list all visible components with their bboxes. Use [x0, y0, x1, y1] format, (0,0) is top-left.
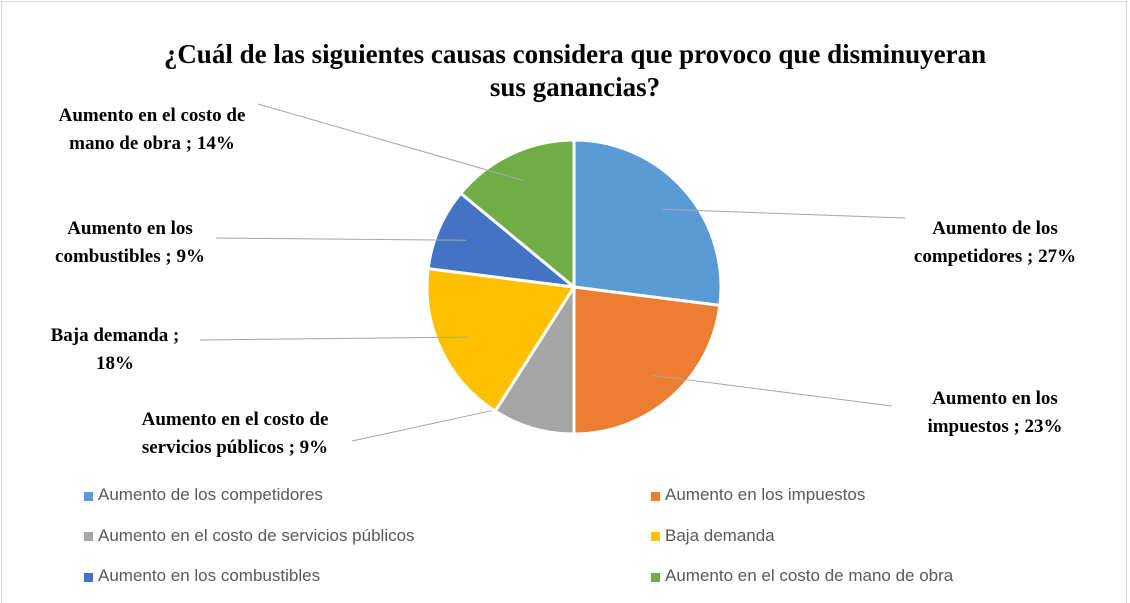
leader-line — [199, 336, 468, 341]
legend-swatch — [84, 532, 93, 541]
leader-line — [662, 208, 906, 219]
legend-swatch — [84, 491, 93, 501]
legend-label: Aumento en el costo de servicios público… — [98, 525, 415, 545]
pie-slice — [572, 138, 723, 308]
legend-label: Aumento en los combustibles — [98, 566, 321, 585]
legend-swatch — [651, 491, 660, 501]
data-label: Aumento en el costo de mano de obra ; 14… — [58, 105, 246, 154]
legend-label: Aumento en los impuestos — [665, 485, 866, 504]
leader-line — [651, 374, 893, 407]
pie-slice — [458, 138, 576, 291]
leader-line — [351, 399, 542, 442]
data-label: Aumento en los combustibles ; 9% — [55, 218, 205, 267]
data-label: Aumento en el costo de servicios público… — [141, 409, 329, 458]
legend-label: Aumento de los competidores — [98, 485, 323, 504]
pie-slice — [572, 285, 722, 436]
legend-label: Aumento en el costo de mano de obra — [665, 566, 954, 585]
data-label: Aumento en los impuestos ; 23% — [927, 388, 1063, 437]
chart-title: ¿Cuál de las siguientes causas considera… — [163, 39, 987, 102]
legend-swatch — [84, 572, 93, 582]
legend-swatch — [651, 572, 660, 582]
pie-slice — [426, 191, 579, 290]
leader-line — [257, 103, 525, 182]
legend-swatch — [651, 532, 660, 541]
pie-slice — [425, 266, 577, 414]
pie-slice — [493, 281, 576, 436]
data-label: Baja demanda ; 18% — [50, 325, 180, 374]
data-label: Aumento de los competidores ; 27% — [913, 218, 1077, 267]
legend-label: Baja demanda — [665, 525, 775, 545]
leader-line — [215, 237, 467, 241]
